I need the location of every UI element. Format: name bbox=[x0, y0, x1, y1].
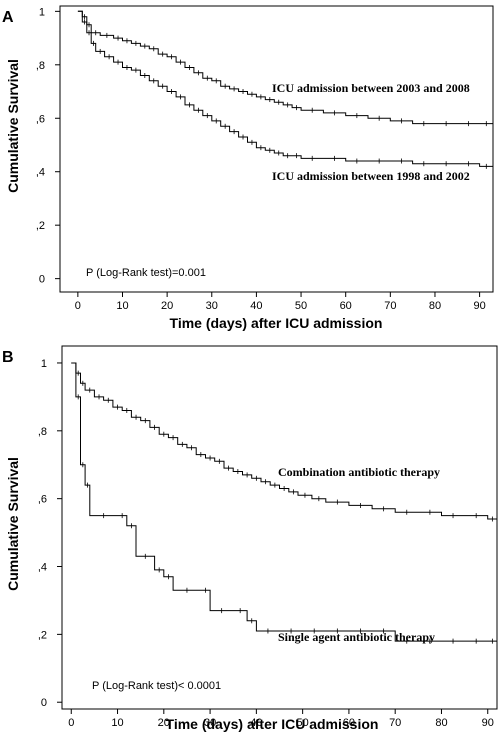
panel-b-series-1-line bbox=[71, 362, 497, 642]
panel-b-series-label-combination: Combination antibiotic therapy bbox=[278, 465, 440, 479]
panel-a-series-0-line bbox=[77, 10, 494, 127]
panel-a-x-tick-label: 90 bbox=[473, 300, 485, 312]
panel-b-x-tick-label: 0 bbox=[68, 717, 74, 729]
panel-b-x-tick-label: 60 bbox=[343, 717, 355, 729]
panel-a-x-tick-label: 40 bbox=[250, 300, 262, 312]
panel-a-x-tick-label: 80 bbox=[429, 300, 441, 312]
panel-b-x-tick-label: 10 bbox=[111, 717, 123, 729]
panel-b-series-label-single: Single agent antibiotic therapy bbox=[278, 630, 435, 644]
panel-b-xlabel: Time (days) after ICU admission bbox=[166, 716, 379, 732]
panel-b-label: B bbox=[2, 349, 14, 366]
panel-b-x-tick-label: 20 bbox=[158, 717, 170, 729]
panel-a-pvalue: P (Log-Rank test)=0.001 bbox=[86, 267, 206, 279]
panel-b-y-tick-label: ,4 bbox=[38, 562, 47, 574]
panel-b-x-tick-label: 40 bbox=[250, 717, 262, 729]
panel-b-x-tick-label: 30 bbox=[204, 717, 216, 729]
panel-a-y-tick-label: 0 bbox=[39, 274, 45, 286]
panel-b-x-tick-label: 80 bbox=[435, 717, 447, 729]
panel-b: B Cumulative Survival 0,2,4,6,810 10 20 30 4… bbox=[2, 345, 498, 732]
panel-b-x-tick-label: 70 bbox=[389, 717, 401, 729]
panel-a-x-tick-label: 20 bbox=[161, 300, 173, 312]
panel-b-ylabel: Cumulative Survival bbox=[5, 457, 21, 591]
panel-b-plot: 0,2,4,6,810 10 20 30 40 50 60 70 80 90 bbox=[38, 358, 497, 729]
panel-a-x-tick-label: 0 bbox=[75, 300, 81, 312]
panel-b-y-tick-label: 0 bbox=[41, 697, 47, 709]
panel-b-y-tick-label: ,2 bbox=[38, 629, 47, 641]
panel-a-y-tick-label: ,4 bbox=[36, 167, 45, 179]
panel-a-y-tick-label: ,2 bbox=[36, 220, 45, 232]
panel-b-plot-frame bbox=[61, 345, 498, 710]
panel-a-x-tick-label: 10 bbox=[116, 300, 128, 312]
panel-b-x-tick-label: 90 bbox=[482, 717, 494, 729]
panel-a-xlabel: Time (days) after ICU admission bbox=[170, 315, 383, 331]
panel-a-plot: 0,2,4,6,810 10 20 30 40 50 60 70 80 90 bbox=[36, 6, 494, 312]
panel-b-y-tick-label: ,8 bbox=[38, 426, 47, 438]
panel-a-series-label-2003: ICU admission between 2003 and 2008 bbox=[272, 81, 470, 95]
panel-b-pvalue: P (Log-Rank test)< 0.0001 bbox=[92, 680, 221, 692]
panel-a-series-label-1998: ICU admission between 1998 and 2002 bbox=[272, 169, 470, 183]
panel-a-plot-frame bbox=[59, 5, 494, 293]
panel-b-series-0-line bbox=[71, 362, 497, 520]
panel-b-y-tick-label: ,6 bbox=[38, 494, 47, 506]
panel-a-x-tick-label: 30 bbox=[206, 300, 218, 312]
panel-a-y-tick-label: 1 bbox=[39, 6, 45, 18]
panel-a: A Cumulative Survival 0,2,4,6,810 10 20 30 4… bbox=[2, 5, 494, 331]
panel-a-y-tick-label: ,8 bbox=[36, 60, 45, 72]
panel-b-y-tick-label: 1 bbox=[41, 358, 47, 370]
panel-b-x-tick-label: 50 bbox=[297, 717, 309, 729]
panel-a-x-tick-label: 60 bbox=[340, 300, 352, 312]
panel-a-label: A bbox=[2, 9, 14, 26]
panel-a-ylabel: Cumulative Survival bbox=[5, 59, 21, 193]
panel-a-x-tick-label: 70 bbox=[384, 300, 396, 312]
panel-a-y-tick-label: ,6 bbox=[36, 113, 45, 125]
panel-a-x-tick-label: 50 bbox=[295, 300, 307, 312]
